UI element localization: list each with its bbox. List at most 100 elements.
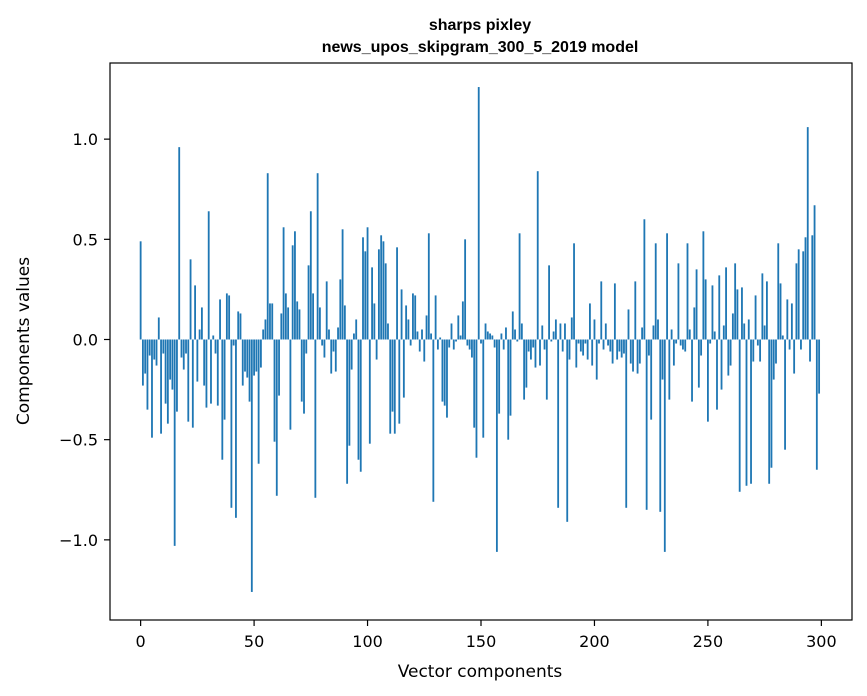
bar (169, 339, 172, 380)
bar (182, 339, 185, 370)
bar (468, 339, 471, 350)
bar (775, 339, 777, 364)
bar (750, 339, 752, 484)
bar (353, 333, 355, 340)
bar (738, 339, 741, 492)
bar (584, 339, 587, 344)
bar (620, 339, 623, 358)
bar (312, 293, 314, 340)
bar (464, 239, 467, 340)
bar (341, 229, 344, 340)
bar (684, 339, 687, 352)
bar (289, 339, 292, 430)
bar (273, 339, 276, 442)
bar (797, 249, 800, 340)
bar (264, 319, 267, 340)
bar (282, 227, 285, 340)
bar (421, 329, 423, 340)
bar (632, 339, 634, 372)
bar (809, 339, 811, 362)
bar (697, 339, 700, 388)
bar (291, 245, 294, 340)
bar (214, 339, 217, 354)
bar (688, 329, 691, 340)
bar (266, 173, 269, 340)
bar (489, 333, 491, 340)
bar (303, 339, 305, 414)
y-tick-label: 1.0 (73, 130, 98, 149)
bar (316, 173, 319, 340)
bar (160, 339, 162, 434)
bar (298, 309, 301, 340)
bar (235, 339, 237, 518)
bar (693, 307, 696, 340)
bar (675, 339, 678, 344)
bar (638, 339, 641, 364)
y-tick-label: −1.0 (59, 531, 98, 550)
bar (400, 289, 403, 340)
y-tick-label: −0.5 (59, 431, 98, 450)
bar (539, 339, 541, 366)
bar (609, 339, 612, 352)
bar (768, 339, 771, 484)
bar (552, 331, 555, 340)
bar (300, 339, 303, 402)
bar (800, 339, 802, 350)
bar (691, 339, 693, 402)
bar (139, 241, 142, 340)
bar (194, 285, 196, 340)
bar (473, 339, 476, 428)
bar (248, 339, 251, 402)
bar (207, 211, 210, 340)
bar (505, 327, 507, 340)
chart-title: sharps pixley news_upos_skipgram_300_5_2… (322, 17, 639, 56)
bar (389, 339, 392, 434)
bar (502, 339, 505, 350)
bar (371, 267, 373, 340)
bar (720, 339, 723, 390)
bar (457, 315, 460, 340)
bar (634, 281, 637, 340)
bar (781, 335, 784, 340)
bar (682, 339, 684, 350)
bar (391, 339, 394, 412)
bar (716, 339, 718, 410)
bar (561, 339, 564, 352)
bar (446, 339, 448, 418)
bar (461, 301, 464, 340)
bar (804, 237, 807, 340)
bar (427, 233, 430, 340)
bar (593, 319, 596, 340)
bar (280, 313, 283, 340)
bar (148, 339, 151, 356)
bar (348, 339, 351, 446)
bar (641, 327, 644, 340)
bar (196, 339, 199, 382)
bar (495, 339, 498, 552)
bar (144, 339, 147, 374)
bar (416, 331, 419, 340)
bar (203, 339, 206, 386)
bar (375, 339, 378, 360)
bar (568, 339, 571, 360)
x-tick-label: 100 (352, 632, 383, 651)
bar (713, 331, 716, 340)
x-tick-label: 250 (693, 632, 724, 651)
bar (278, 339, 280, 396)
x-tick-label: 300 (806, 632, 837, 651)
bar (380, 235, 383, 340)
bar (709, 339, 712, 344)
bar (200, 307, 203, 340)
bar (368, 339, 371, 444)
bar (350, 339, 353, 370)
bar (704, 279, 707, 340)
y-tick-label: 0.0 (73, 330, 98, 349)
bar (382, 241, 385, 340)
chart-title-line-2: news_upos_skipgram_300_5_2019 model (322, 39, 639, 56)
bar (711, 285, 714, 340)
bar (604, 323, 607, 340)
bar (718, 275, 721, 340)
bar (811, 235, 814, 340)
bar (157, 317, 160, 340)
